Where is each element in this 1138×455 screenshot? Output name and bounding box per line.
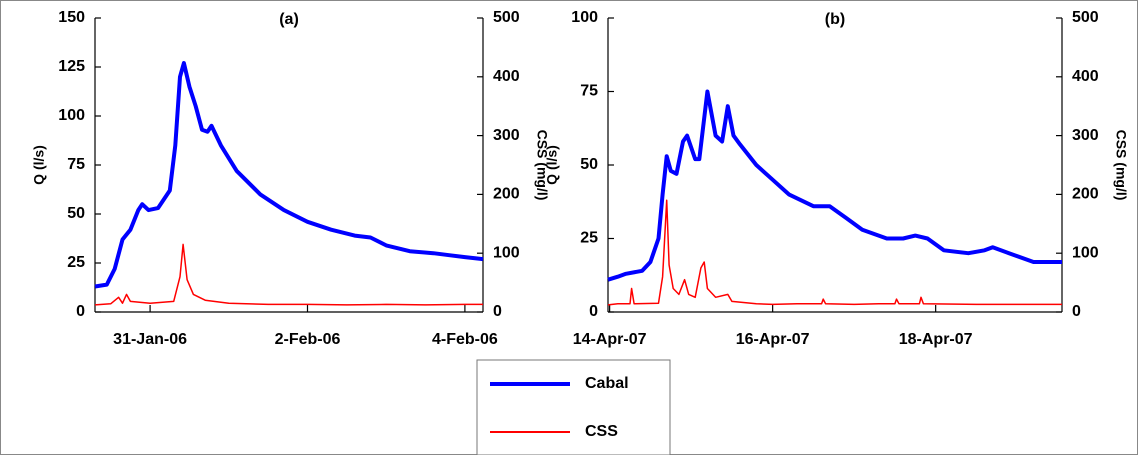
x-tick-label: 18-Apr-07: [899, 331, 973, 348]
y-tick-label: 75: [67, 156, 85, 173]
y-tick-label: 25: [580, 230, 598, 247]
y-tick-label: 50: [580, 156, 598, 173]
y-tick-label: 100: [571, 9, 598, 26]
panel-title: (b): [825, 11, 845, 28]
series-line: [607, 89, 1062, 282]
panel-title: (a): [279, 11, 299, 28]
x-tick-label: 31-Jan-06: [113, 331, 187, 348]
y2-tick-label: 400: [493, 68, 520, 85]
legend-label: Cabal: [585, 375, 629, 392]
y-tick-label: 125: [58, 58, 85, 75]
y2-tick-label: 500: [1072, 9, 1099, 26]
y-tick-label: 100: [58, 107, 85, 124]
y2-tick-label: 200: [1072, 186, 1099, 203]
y2-axis-title: CSS (mg/l): [534, 130, 550, 201]
x-tick-label: 16-Apr-07: [736, 331, 810, 348]
y-tick-label: 0: [589, 303, 598, 320]
y2-tick-label: 500: [493, 9, 520, 26]
y-tick-label: 150: [58, 9, 85, 26]
x-tick-label: 14-Apr-07: [573, 331, 647, 348]
y-tick-label: 75: [580, 83, 598, 100]
y2-tick-label: 0: [1072, 303, 1081, 320]
y2-tick-label: 300: [1072, 127, 1099, 144]
series-line: [94, 243, 483, 306]
y2-tick-label: 100: [493, 244, 520, 261]
series-line: [607, 199, 1062, 306]
y-tick-label: 25: [67, 254, 85, 271]
y-axis-title: Q (l/s): [544, 145, 560, 185]
legend-box: [476, 359, 671, 455]
series-line: [94, 61, 484, 289]
x-tick-label: 2-Feb-06: [275, 331, 341, 348]
y-tick-label: 50: [67, 205, 85, 222]
y2-tick-label: 400: [1072, 68, 1099, 85]
y2-tick-label: 0: [493, 303, 502, 320]
y2-tick-label: 200: [493, 186, 520, 203]
x-tick-label: 4-Feb-06: [432, 331, 498, 348]
y2-tick-label: 300: [493, 127, 520, 144]
y-tick-label: 0: [76, 303, 85, 320]
legend-label: CSS: [585, 423, 618, 440]
y2-tick-label: 100: [1072, 244, 1099, 261]
y-axis-title: Q (l/s): [31, 145, 47, 185]
y2-axis-title: CSS (mg/l): [1113, 130, 1129, 201]
